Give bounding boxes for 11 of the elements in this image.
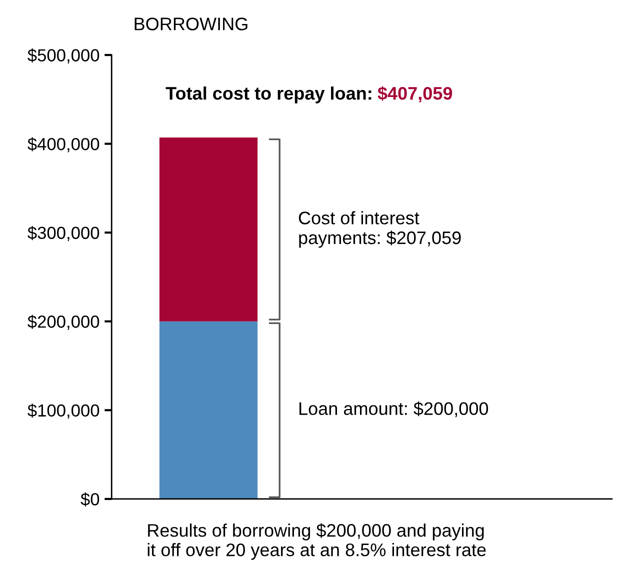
y-tick-label: $100,000: [28, 404, 100, 419]
annotation: Cost of interest payments: $207,059: [298, 211, 461, 248]
y-tick-label: $500,000: [28, 48, 100, 64]
annotation: Loan amount: $200,000: [299, 401, 488, 418]
y-tick-label: $300,000: [28, 226, 100, 242]
total-label: Total cost to repay loan: $407,059: [166, 86, 452, 104]
y-tick-label: $0: [80, 492, 100, 506]
chart-title: BORROWING: [134, 18, 248, 30]
y-tick-label: $400,000: [28, 137, 100, 152]
y-tick-label: $200,000: [28, 314, 100, 330]
x-axis-title: Results of borrowing $200,000 and paying it off over 20 years at an 8.5% interest rate: [148, 523, 486, 560]
